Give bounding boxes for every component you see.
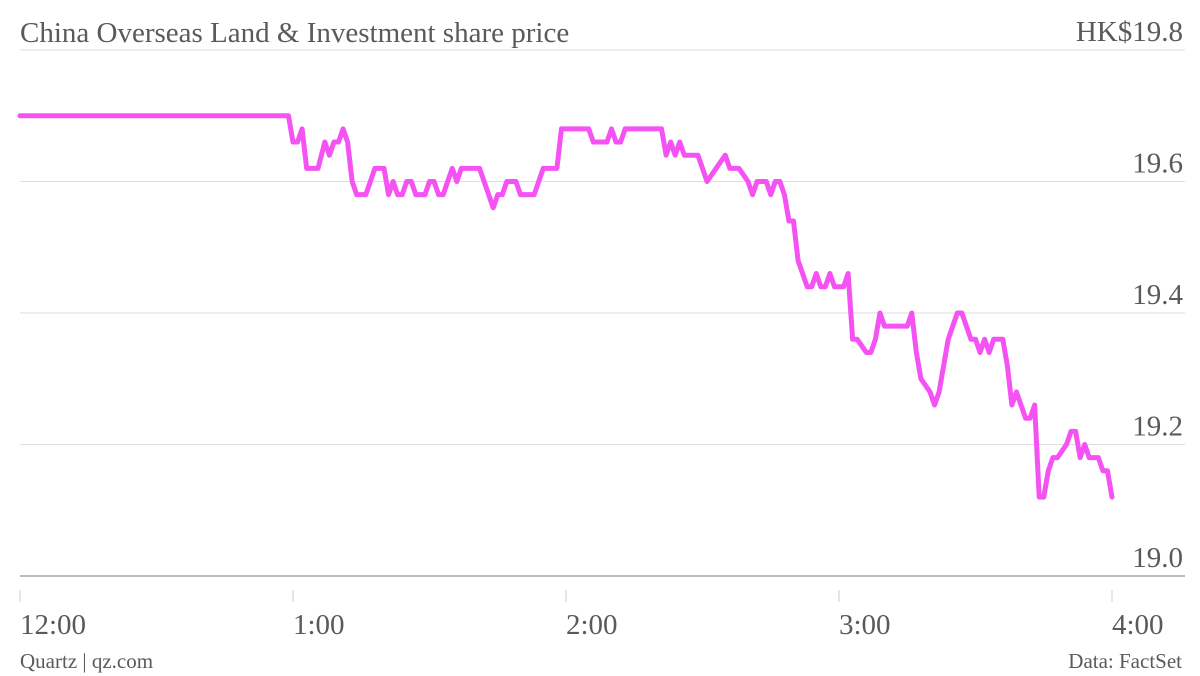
- y-tick-label: 19.0: [1132, 542, 1183, 574]
- x-tick-label: 3:00: [839, 609, 891, 641]
- x-tick-label: 2:00: [566, 609, 618, 641]
- x-tick-label: 12:00: [20, 609, 86, 641]
- y-tick-label: HK$19.8: [1076, 16, 1183, 48]
- price-line: [17, 113, 1115, 500]
- y-tick-label: 19.6: [1132, 148, 1183, 180]
- y-tick-label: 19.2: [1132, 411, 1183, 443]
- x-tick-label: 4:00: [1112, 609, 1164, 641]
- credit: Quartz | qz.com: [20, 649, 153, 673]
- source: Data: FactSet: [1068, 649, 1182, 673]
- y-tick-label: 19.4: [1132, 279, 1183, 311]
- x-tick-label: 1:00: [293, 609, 345, 641]
- chart-title: China Overseas Land & Investment share p…: [20, 17, 569, 49]
